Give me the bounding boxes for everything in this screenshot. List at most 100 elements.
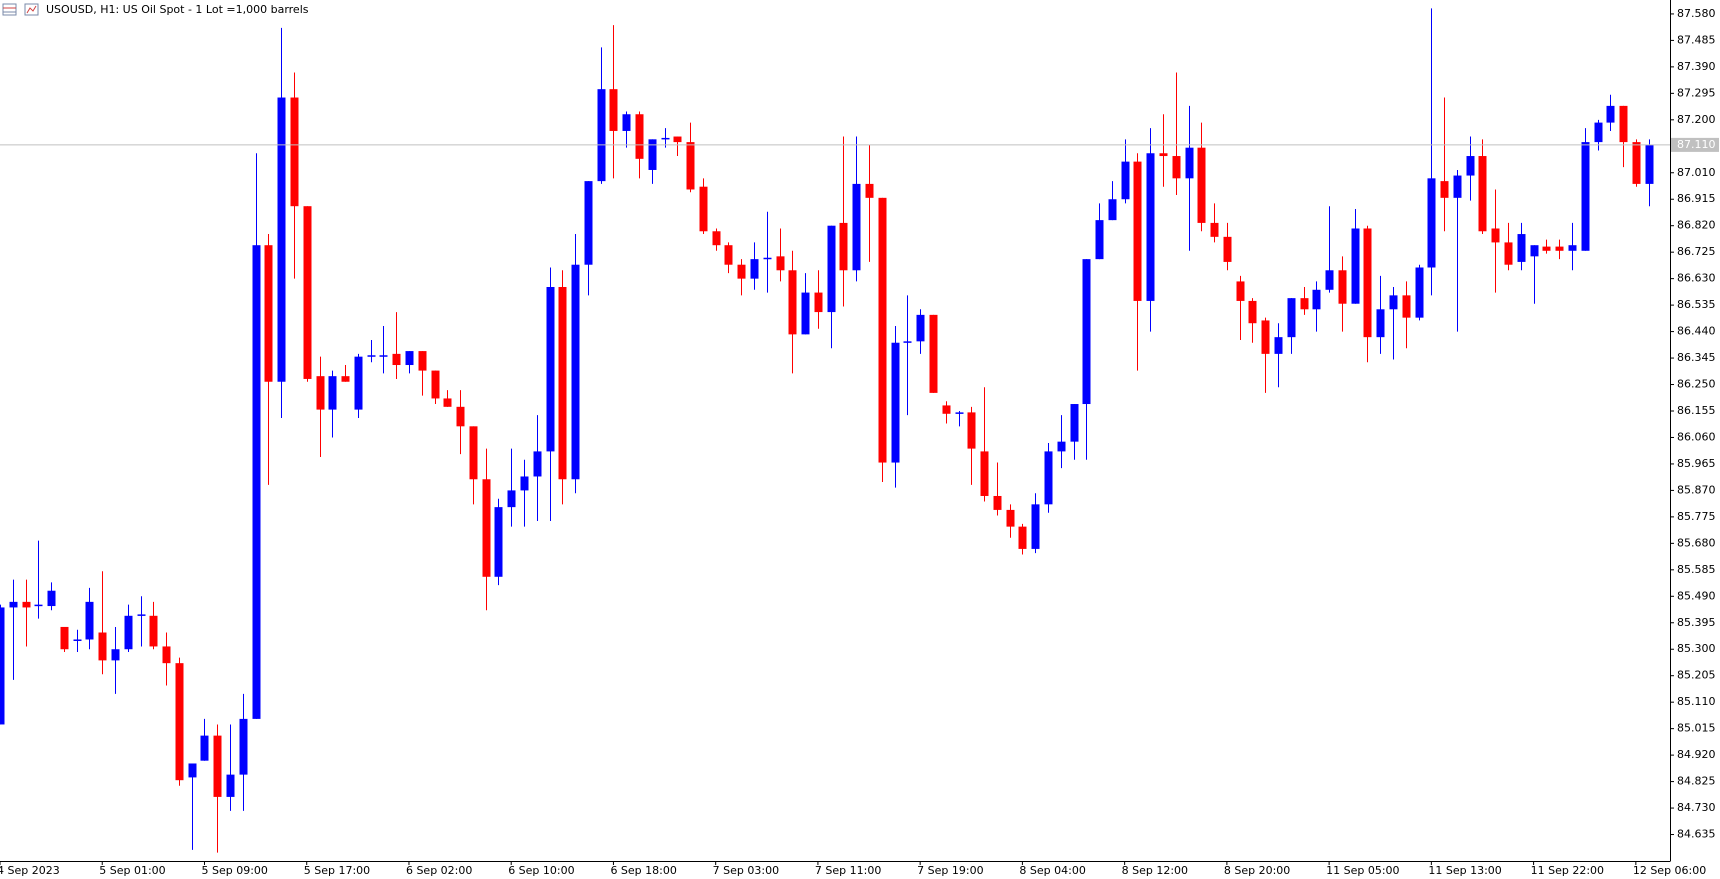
candle-body [162, 646, 171, 664]
y-tick-label: 85.395 [1677, 616, 1716, 629]
candle-body [609, 89, 618, 131]
candle-body [1517, 234, 1526, 262]
candle-body [1300, 298, 1309, 310]
candle-body [392, 353, 401, 366]
candle-body [316, 376, 325, 410]
candle-body [1530, 245, 1539, 257]
y-tick-label: 85.585 [1677, 563, 1716, 576]
y-tick-label: 86.345 [1677, 351, 1716, 364]
candle-body [303, 206, 312, 379]
candle-body [60, 626, 69, 650]
candle-body [1172, 156, 1181, 179]
candle-body [967, 412, 976, 449]
candle-body [111, 649, 120, 661]
y-tick-label: 85.205 [1677, 669, 1716, 682]
y-tick-label: 86.440 [1677, 325, 1716, 338]
candle-body [1325, 270, 1334, 290]
candle-body [124, 615, 133, 650]
y-tick-label: 86.820 [1677, 219, 1716, 232]
x-tick-label: 11 Sep 13:00 [1428, 864, 1501, 877]
candle-body [137, 614, 146, 616]
header-icons [2, 3, 39, 16]
x-tick-label: 8 Sep 20:00 [1224, 864, 1290, 877]
candle-body [431, 370, 440, 399]
y-tick-label: 86.915 [1677, 192, 1716, 205]
y-tick-label: 84.635 [1677, 828, 1716, 841]
candle-body [1376, 309, 1385, 338]
y-tick-label: 84.825 [1677, 775, 1716, 788]
candle-body [533, 451, 542, 477]
candle-body [571, 264, 580, 480]
y-tick-label: 86.535 [1677, 298, 1716, 311]
candle-body [1632, 142, 1641, 184]
x-tick-label: 12 Sep 06:00 [1633, 864, 1706, 877]
candle-body [1287, 298, 1296, 338]
y-tick-label: 85.490 [1677, 589, 1716, 602]
candle-body [73, 639, 82, 641]
candle-body [264, 245, 273, 382]
x-tick-label: 5 Sep 17:00 [304, 864, 370, 877]
candle-body [1645, 144, 1654, 184]
x-tick-label: 6 Sep 02:00 [406, 864, 472, 877]
candle-body [955, 412, 964, 414]
candle-body [1389, 295, 1398, 310]
candle-body [1018, 526, 1027, 549]
candle-body [929, 314, 938, 393]
candle-body [788, 270, 797, 335]
candle-body [175, 663, 184, 781]
candle-body [1146, 153, 1155, 301]
candle-body [1274, 337, 1283, 354]
y-tick-label: 87.390 [1677, 60, 1716, 73]
y-tick-label: 87.580 [1677, 7, 1716, 20]
candle-body [1031, 504, 1040, 549]
y-tick-label: 87.485 [1677, 33, 1716, 46]
candle-body [814, 292, 823, 313]
x-tick-label: 8 Sep 12:00 [1122, 864, 1188, 877]
candle-body [699, 186, 708, 232]
candle-body [213, 735, 222, 797]
candle-body [1121, 161, 1130, 200]
candle-body [277, 97, 286, 382]
candle-body [776, 256, 785, 271]
candle-body [916, 314, 925, 342]
x-tick-label: 7 Sep 19:00 [917, 864, 983, 877]
y-tick-label: 84.730 [1677, 801, 1716, 814]
candle-body [290, 97, 299, 207]
candle-body [1568, 245, 1577, 251]
candle-body [686, 142, 695, 190]
candle-body [878, 197, 887, 463]
candle-body [558, 287, 567, 480]
candle-body [661, 137, 670, 140]
candle-body [1581, 142, 1590, 251]
candle-body [1108, 199, 1117, 221]
candle-body [1427, 178, 1436, 268]
candle-body [724, 245, 733, 265]
candle-body [0, 607, 5, 725]
x-tick-label: 8 Sep 04:00 [1019, 864, 1085, 877]
y-tick-label: 86.060 [1677, 430, 1716, 443]
candle-body [328, 376, 337, 410]
candle-body [763, 257, 772, 260]
candle-body [520, 476, 529, 491]
x-tick-label: 11 Sep 05:00 [1326, 864, 1399, 877]
candle-body [239, 718, 248, 775]
icon-table [2, 3, 17, 16]
candle-body [1402, 295, 1411, 318]
candle-body [1415, 267, 1424, 318]
candle-body [1555, 246, 1564, 251]
y-tick-label: 87.295 [1677, 86, 1716, 99]
y-tick-label: 86.250 [1677, 378, 1716, 391]
candle-body [801, 292, 810, 335]
candle-body [482, 479, 491, 577]
candle-body [22, 601, 31, 608]
x-tick-label: 7 Sep 03:00 [713, 864, 779, 877]
y-tick-label: 84.920 [1677, 748, 1716, 761]
y-tick-label: 85.110 [1677, 695, 1716, 708]
candle-body [1504, 242, 1513, 265]
x-tick-label: 5 Sep 01:00 [99, 864, 165, 877]
candle-body [584, 181, 593, 265]
y-tick-label: 85.300 [1677, 642, 1716, 655]
y-tick-label: 87.200 [1677, 113, 1716, 126]
last-price-tag [1671, 137, 1719, 152]
candle-body [379, 355, 388, 357]
